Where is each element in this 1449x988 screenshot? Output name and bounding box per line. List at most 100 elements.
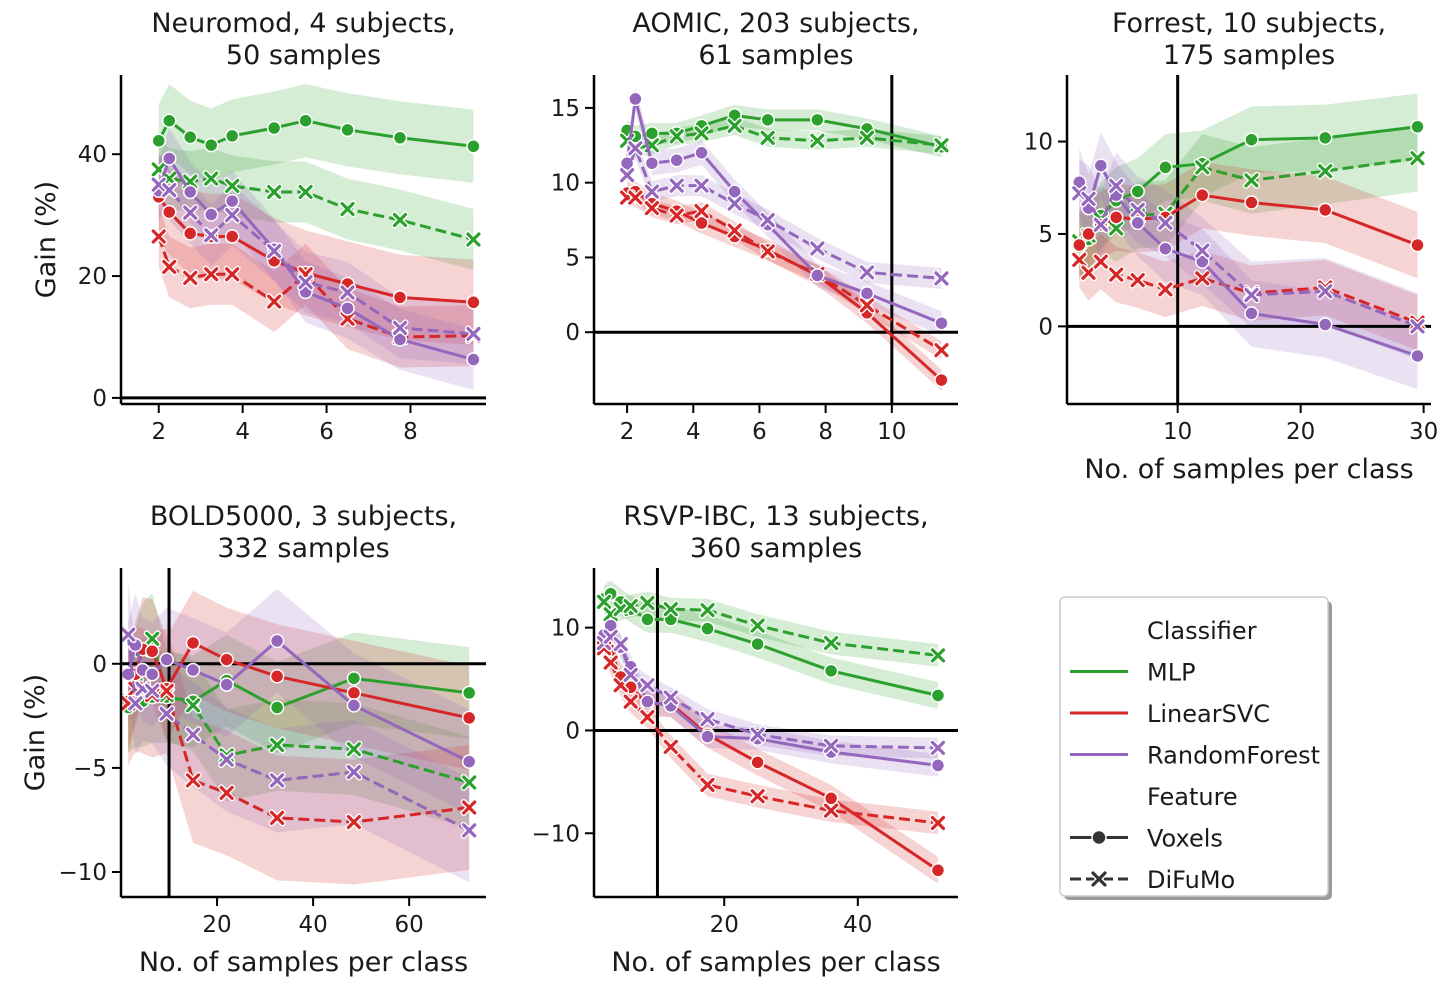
- point-randomforest-difumo: [184, 726, 202, 744]
- point-randomforest-difumo: [668, 177, 686, 195]
- point-randomforest-difumo: [218, 751, 236, 769]
- series-line-randomforest-voxels: [1077, 161, 1418, 358]
- point-randomforest-difumo: [181, 204, 199, 222]
- point-randomforest-voxels: [700, 729, 715, 744]
- point-mlp-difumo: [662, 600, 680, 618]
- point-mlp-difumo: [638, 594, 656, 612]
- point-mlp-difumo: [1316, 162, 1334, 180]
- point-mlp-difumo: [595, 593, 613, 611]
- point-linearsvc-difumo: [265, 293, 283, 311]
- point-linearsvc-voxels: [224, 229, 240, 244]
- subplot-3: Forrest, 10 subjects,175 samples 10 20 30 0 5…: [1024, 8, 1439, 485]
- point-mlp-voxels: [700, 621, 715, 636]
- band-randomforest-difumo: [1079, 152, 1418, 360]
- point-mlp-voxels: [346, 671, 362, 686]
- point-randomforest-voxels: [1158, 241, 1173, 256]
- point-linearsvc-voxels: [1410, 237, 1425, 253]
- point-linearsvc-voxels: [1081, 226, 1096, 242]
- band-linearsvc-difumo: [128, 626, 470, 885]
- point-randomforest-difumo: [612, 635, 630, 653]
- series-line-randomforest-difumo: [158, 183, 474, 336]
- point-randomforest-difumo: [1129, 201, 1147, 219]
- point-linearsvc-difumo: [1193, 269, 1211, 287]
- legend-label-difumo: DiFuMo: [1147, 866, 1235, 894]
- x-tick-label: 4: [235, 419, 250, 445]
- x-tick-label: 4: [686, 419, 701, 445]
- point-randomforest-difumo: [1193, 242, 1211, 260]
- point-mlp-voxels: [298, 113, 313, 128]
- legend-label-voxels: Voxels: [1147, 825, 1223, 853]
- point-mlp-voxels: [466, 139, 481, 154]
- point-mlp-difumo: [1193, 158, 1211, 176]
- point-mlp-difumo: [808, 132, 826, 150]
- y-tick-label: 5: [1038, 222, 1053, 248]
- point-mlp-voxels: [823, 663, 839, 679]
- point-mlp-voxels: [161, 113, 177, 128]
- point-randomforest-voxels: [203, 207, 219, 222]
- point-linearsvc-difumo: [268, 809, 286, 827]
- point-mlp-difumo: [858, 129, 876, 147]
- point-linearsvc-voxels: [219, 652, 234, 667]
- point-randomforest-difumo: [759, 211, 777, 229]
- y-tick-label: 0: [565, 718, 580, 744]
- x-axis-label: No. of samples per class: [611, 947, 940, 978]
- point-mlp-voxels: [760, 112, 775, 128]
- point-mlp-difumo: [265, 183, 283, 201]
- band-mlp-voxels: [627, 104, 942, 158]
- series-line-mlp-difumo: [626, 124, 942, 150]
- point-randomforest-difumo: [339, 284, 357, 302]
- point-mlp-voxels: [930, 688, 946, 703]
- point-mlp-voxels: [269, 700, 285, 715]
- point-mlp-difumo: [749, 617, 767, 635]
- subplot-title: RSVP-IBC, 13 subjects,: [623, 501, 928, 532]
- point-linearsvc-difumo: [929, 814, 947, 832]
- point-randomforest-difumo: [1242, 286, 1260, 304]
- point-randomforest-difumo: [622, 666, 640, 684]
- x-tick-label: 20: [1286, 419, 1315, 445]
- legend: Classifier MLP LinearSVC RandomForest Featur…: [1059, 596, 1332, 900]
- point-linearsvc-difumo: [858, 296, 876, 314]
- y-tick-label: 0: [1038, 314, 1053, 340]
- point-linearsvc-difumo: [218, 784, 236, 802]
- point-mlp-difumo: [1107, 219, 1125, 237]
- point-randomforest-voxels: [461, 754, 477, 769]
- point-randomforest-difumo: [699, 710, 717, 728]
- point-linearsvc-difumo: [158, 682, 176, 700]
- band-linearsvc-voxels: [604, 624, 938, 884]
- y-axis-label: Gain (%): [20, 674, 51, 791]
- point-randomforest-voxels: [1093, 158, 1109, 173]
- series-line-randomforest-voxels: [126, 638, 470, 764]
- point-mlp-voxels: [640, 612, 655, 627]
- point-randomforest-difumo: [618, 166, 636, 184]
- point-randomforest-voxels: [346, 698, 362, 713]
- point-linearsvc-voxels: [1108, 210, 1124, 225]
- point-mlp-voxels: [1317, 130, 1333, 146]
- point-randomforest-voxels: [934, 315, 949, 331]
- x-tick-label: 2: [620, 419, 635, 445]
- point-linearsvc-difumo: [1156, 280, 1174, 298]
- point-mlp-difumo: [822, 634, 840, 652]
- point-mlp-difumo: [460, 773, 478, 791]
- point-randomforest-voxels: [182, 184, 198, 200]
- point-linearsvc-difumo: [626, 189, 644, 207]
- subplot-title: Forrest, 10 subjects,: [1112, 8, 1386, 39]
- series-line-mlp-voxels: [157, 118, 474, 148]
- point-randomforest-voxels: [859, 286, 875, 301]
- point-linearsvc-voxels: [1244, 195, 1259, 210]
- point-mlp-difumo: [1242, 171, 1260, 189]
- band-mlp-difumo: [158, 138, 474, 270]
- point-randomforest-voxels: [224, 193, 240, 209]
- point-mlp-difumo: [759, 129, 777, 147]
- point-mlp-difumo: [932, 136, 950, 154]
- point-randomforest-difumo: [643, 183, 661, 201]
- point-randomforest-voxels: [161, 151, 177, 166]
- point-linearsvc-difumo: [726, 222, 744, 240]
- point-randomforest-difumo: [822, 737, 840, 755]
- legend-label-linearsvc: LinearSVC: [1147, 700, 1270, 728]
- point-linearsvc-voxels: [144, 644, 160, 659]
- legend-label-mlp: MLP: [1147, 659, 1196, 687]
- point-randomforest-difumo: [460, 821, 478, 839]
- point-mlp-voxels: [266, 120, 282, 136]
- subplot-title: 61 samples: [698, 40, 853, 71]
- point-randomforest-voxels: [694, 145, 709, 161]
